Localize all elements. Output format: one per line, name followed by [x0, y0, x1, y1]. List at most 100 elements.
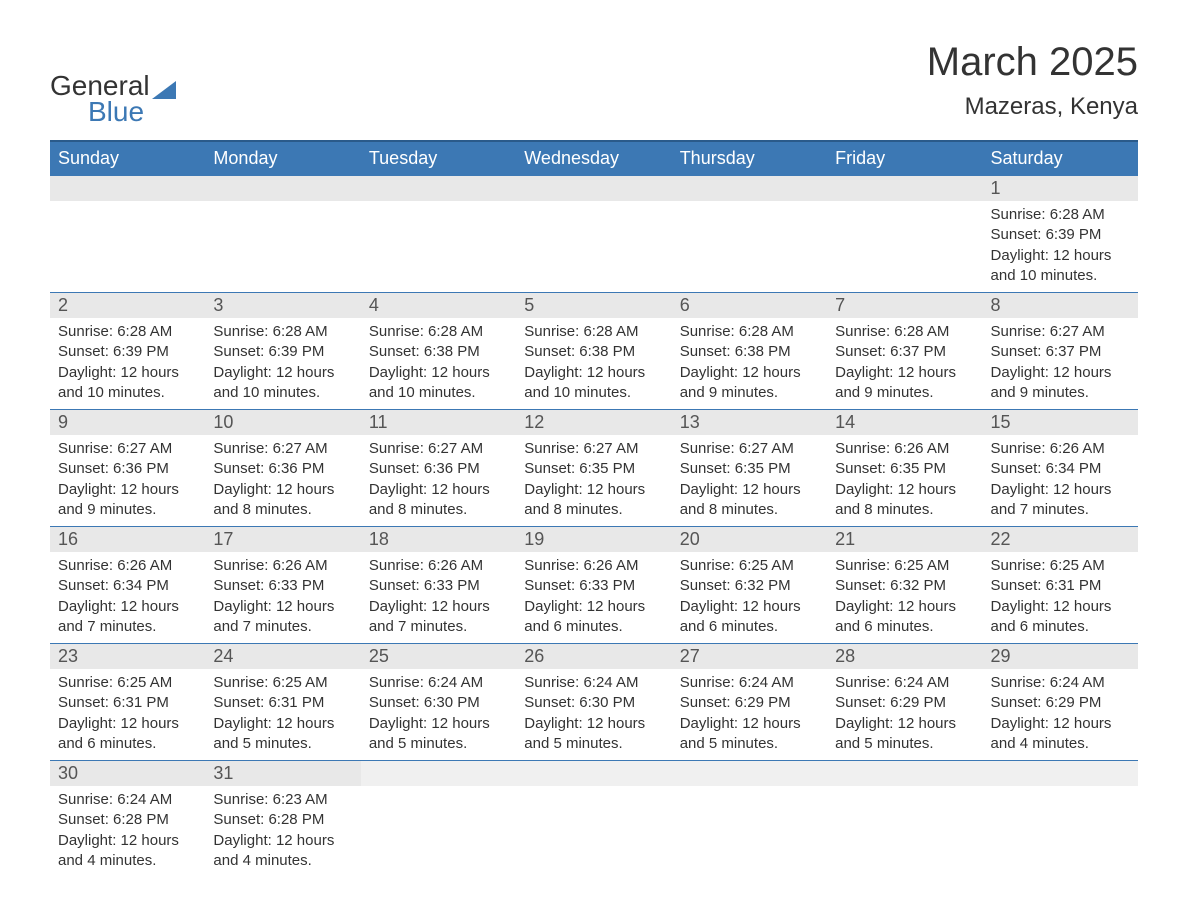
day-info: Sunrise: 6:28 AMSunset: 6:38 PMDaylight:… [516, 318, 671, 409]
day-info-empty [50, 201, 205, 231]
calendar-cell: 31 Sunrise: 6:23 AMSunset: 6:28 PMDayligh… [205, 761, 360, 878]
sunset-text: Sunset: 6:29 PM [680, 693, 819, 713]
calendar-cell: 25Sunrise: 6:24 AMSunset: 6:30 PMDayligh… [361, 644, 516, 761]
day-header: Tuesday [361, 141, 516, 176]
sunrise-text: Sunrise: 6:24 AM [58, 790, 197, 810]
calendar-cell: 24Sunrise: 6:25 AMSunset: 6:31 PMDayligh… [205, 644, 360, 761]
calendar-cell: 9Sunrise: 6:27 AMSunset: 6:36 PMDaylight… [50, 410, 205, 527]
daylight-text: Daylight: 12 hours and 10 minutes. [369, 363, 508, 404]
day-number: 31 [205, 761, 360, 786]
calendar-cell [516, 761, 671, 878]
sunrise-text: Sunrise: 6:28 AM [213, 322, 352, 342]
sunset-text: Sunset: 6:28 PM [213, 810, 352, 830]
day-header-row: Sunday Monday Tuesday Wednesday Thursday… [50, 141, 1138, 176]
calendar-cell: 10Sunrise: 6:27 AMSunset: 6:36 PMDayligh… [205, 410, 360, 527]
sunrise-text: Sunrise: 6:25 AM [213, 673, 352, 693]
calendar-cell: 30Sunrise: 6:24 AMSunset: 6:28 PMDayligh… [50, 761, 205, 878]
sunset-text: Sunset: 6:33 PM [369, 576, 508, 596]
sunset-text: Sunset: 6:36 PM [213, 459, 352, 479]
sunset-text: Sunset: 6:36 PM [369, 459, 508, 479]
calendar-cell: 17Sunrise: 6:26 AMSunset: 6:33 PMDayligh… [205, 527, 360, 644]
day-info-empty [827, 786, 982, 816]
day-info: Sunrise: 6:27 AMSunset: 6:35 PMDaylight:… [672, 435, 827, 526]
day-info: Sunrise: 6:24 AMSunset: 6:29 PMDaylight:… [827, 669, 982, 760]
day-number: 26 [516, 644, 671, 669]
daylight-text: Daylight: 12 hours and 10 minutes. [213, 363, 352, 404]
calendar-cell: 26Sunrise: 6:24 AMSunset: 6:30 PMDayligh… [516, 644, 671, 761]
day-info-empty [672, 786, 827, 816]
sunset-text: Sunset: 6:39 PM [213, 342, 352, 362]
day-number: 24 [205, 644, 360, 669]
day-number: 8 [983, 293, 1138, 318]
daylight-text: Daylight: 12 hours and 9 minutes. [991, 363, 1130, 404]
sunrise-text: Sunrise: 6:26 AM [991, 439, 1130, 459]
day-info: Sunrise: 6:28 AMSunset: 6:39 PMDaylight:… [983, 201, 1138, 292]
sunset-text: Sunset: 6:33 PM [213, 576, 352, 596]
calendar-cell [516, 176, 671, 293]
day-info: Sunrise: 6:27 AMSunset: 6:37 PMDaylight:… [983, 318, 1138, 409]
day-info: Sunrise: 6:24 AMSunset: 6:28 PMDaylight:… [50, 786, 205, 877]
calendar-cell: 16Sunrise: 6:26 AMSunset: 6:34 PMDayligh… [50, 527, 205, 644]
day-info-empty [361, 201, 516, 231]
day-info: Sunrise: 6:24 AMSunset: 6:30 PMDaylight:… [516, 669, 671, 760]
sunset-text: Sunset: 6:28 PM [58, 810, 197, 830]
daylight-text: Daylight: 12 hours and 10 minutes. [991, 246, 1130, 287]
day-number-empty [672, 761, 827, 786]
sunrise-text: Sunrise: 6:23 AM [213, 790, 352, 810]
sunset-text: Sunset: 6:38 PM [524, 342, 663, 362]
daylight-text: Daylight: 12 hours and 6 minutes. [524, 597, 663, 638]
day-number-empty [516, 176, 671, 201]
daylight-text: Daylight: 12 hours and 5 minutes. [835, 714, 974, 755]
sunrise-text: Sunrise: 6:24 AM [835, 673, 974, 693]
day-info-empty [516, 201, 671, 231]
calendar-cell [672, 761, 827, 878]
day-number-empty [827, 176, 982, 201]
day-header: Friday [827, 141, 982, 176]
sunrise-text: Sunrise: 6:27 AM [680, 439, 819, 459]
day-info: Sunrise: 6:26 AMSunset: 6:33 PMDaylight:… [361, 552, 516, 643]
day-number-empty [205, 176, 360, 201]
calendar-cell: 28Sunrise: 6:24 AMSunset: 6:29 PMDayligh… [827, 644, 982, 761]
calendar-cell: 20Sunrise: 6:25 AMSunset: 6:32 PMDayligh… [672, 527, 827, 644]
day-info-empty [516, 786, 671, 816]
sunrise-text: Sunrise: 6:24 AM [524, 673, 663, 693]
calendar-cell: 7Sunrise: 6:28 AMSunset: 6:37 PMDaylight… [827, 293, 982, 410]
sunset-text: Sunset: 6:36 PM [58, 459, 197, 479]
day-number: 17 [205, 527, 360, 552]
sunset-text: Sunset: 6:29 PM [835, 693, 974, 713]
daylight-text: Daylight: 12 hours and 6 minutes. [991, 597, 1130, 638]
day-info-empty [361, 786, 516, 816]
sunrise-text: Sunrise: 6:25 AM [58, 673, 197, 693]
day-header: Saturday [983, 141, 1138, 176]
daylight-text: Daylight: 12 hours and 8 minutes. [680, 480, 819, 521]
day-number: 4 [361, 293, 516, 318]
daylight-text: Daylight: 12 hours and 7 minutes. [369, 597, 508, 638]
daylight-text: Daylight: 12 hours and 7 minutes. [991, 480, 1130, 521]
day-number-empty [827, 761, 982, 786]
sunrise-text: Sunrise: 6:27 AM [991, 322, 1130, 342]
sunset-text: Sunset: 6:37 PM [835, 342, 974, 362]
daylight-text: Daylight: 12 hours and 7 minutes. [58, 597, 197, 638]
day-number: 20 [672, 527, 827, 552]
calendar-cell [361, 761, 516, 878]
calendar-cell [361, 176, 516, 293]
daylight-text: Daylight: 12 hours and 8 minutes. [524, 480, 663, 521]
sunrise-text: Sunrise: 6:26 AM [369, 556, 508, 576]
day-number: 9 [50, 410, 205, 435]
daylight-text: Daylight: 12 hours and 4 minutes. [213, 831, 352, 872]
daylight-text: Daylight: 12 hours and 6 minutes. [58, 714, 197, 755]
daylight-text: Daylight: 12 hours and 5 minutes. [213, 714, 352, 755]
sunrise-text: Sunrise: 6:28 AM [524, 322, 663, 342]
sunset-text: Sunset: 6:30 PM [524, 693, 663, 713]
day-number-empty [50, 176, 205, 201]
sunset-text: Sunset: 6:39 PM [991, 225, 1130, 245]
day-number: 6 [672, 293, 827, 318]
day-info: Sunrise: 6:25 AMSunset: 6:31 PMDaylight:… [50, 669, 205, 760]
day-info: Sunrise: 6:26 AMSunset: 6:34 PMDaylight:… [983, 435, 1138, 526]
page-header: General Blue March 2025 Mazeras, Kenya [50, 40, 1138, 128]
calendar-cell: 23Sunrise: 6:25 AMSunset: 6:31 PMDayligh… [50, 644, 205, 761]
calendar-week-row: 23Sunrise: 6:25 AMSunset: 6:31 PMDayligh… [50, 644, 1138, 761]
daylight-text: Daylight: 12 hours and 10 minutes. [524, 363, 663, 404]
day-header: Thursday [672, 141, 827, 176]
day-info: Sunrise: 6:26 AMSunset: 6:35 PMDaylight:… [827, 435, 982, 526]
